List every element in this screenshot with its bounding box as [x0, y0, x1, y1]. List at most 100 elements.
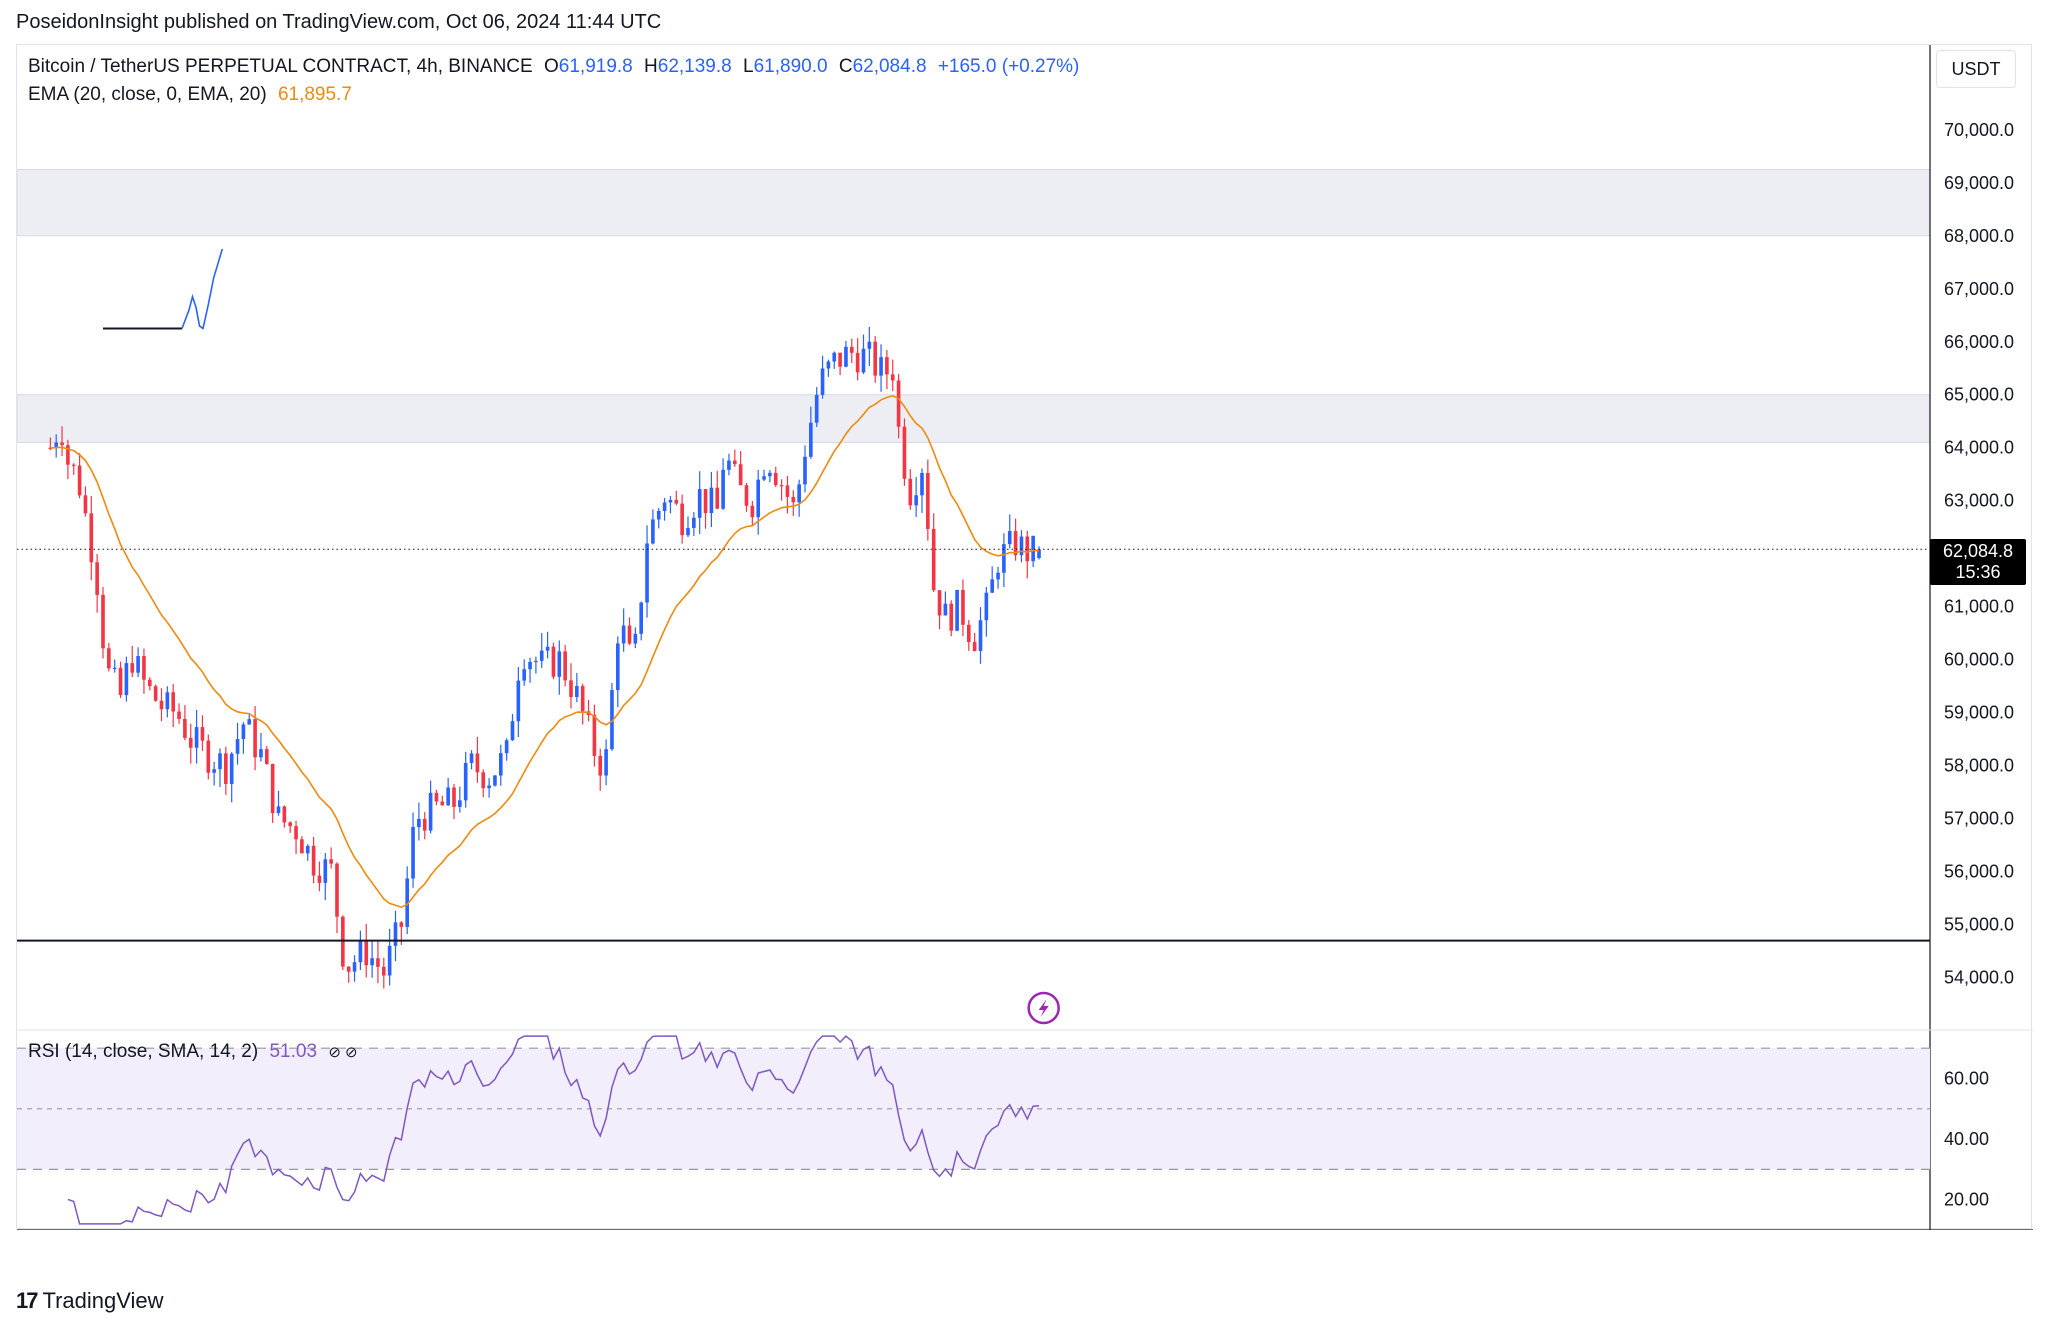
- rsi-value: 51.03: [269, 1041, 318, 1062]
- candle-body: [422, 818, 427, 831]
- candle-body: [1007, 531, 1012, 545]
- candle-body: [744, 485, 749, 506]
- price-tick-label: 55,000.0: [1944, 915, 2014, 935]
- candle-body: [615, 643, 620, 691]
- chart-svg[interactable]: 70,000.0 69,000.0 68,000.0 67,000.0 66,000.0…: [17, 45, 2033, 1230]
- candle-body: [627, 625, 632, 644]
- candle-body: [458, 800, 462, 807]
- candle-body: [791, 496, 796, 503]
- rsi-line: [67, 1035, 1040, 1225]
- candle-body: [428, 792, 433, 831]
- legend-open-key: O: [544, 56, 559, 77]
- candle-body: [890, 374, 895, 381]
- candle-body: [1002, 544, 1006, 573]
- candle-body: [779, 485, 784, 487]
- chart-frame[interactable]: 70,000.0 69,000.0 68,000.0 67,000.0 66,000.0…: [16, 44, 2033, 1230]
- candle-body: [60, 442, 64, 446]
- candle-body: [984, 592, 989, 621]
- candle-body: [674, 499, 679, 504]
- candle-body: [493, 775, 497, 786]
- candle-body: [516, 680, 521, 722]
- price-tick-label: 58,000.0: [1944, 756, 2014, 776]
- candle-body: [218, 753, 222, 770]
- legend-symbol[interactable]: Bitcoin / TetherUS PERPETUAL CONTRACT, 4…: [28, 56, 533, 77]
- candle-body: [200, 727, 205, 741]
- price-tick-label: 64,000.0: [1944, 438, 2014, 458]
- candle-body: [153, 686, 158, 701]
- candle-body: [381, 966, 386, 976]
- candle-body: [896, 380, 901, 427]
- candle-body: [376, 958, 380, 967]
- rsi-tick-label: 20.00: [1944, 1190, 1989, 1210]
- candle-body: [370, 958, 374, 966]
- candle-body: [920, 472, 924, 496]
- candle-body: [756, 479, 761, 518]
- price-tick-label: 68,000.0: [1944, 226, 2014, 246]
- candle-body: [686, 527, 690, 536]
- candle-body: [861, 348, 866, 373]
- candle-body: [680, 503, 684, 536]
- candle-body: [206, 740, 211, 773]
- candle-body: [224, 753, 228, 784]
- price-tick-label: 66,000.0: [1944, 332, 2014, 352]
- candle-body: [820, 368, 825, 395]
- candle-body: [83, 495, 88, 514]
- candle-body: [417, 818, 421, 828]
- legend-ema[interactable]: EMA (20, close, 0, EMA, 20) 61,895.7: [28, 84, 358, 106]
- candle-body: [411, 827, 415, 879]
- candle-body: [504, 740, 509, 754]
- candle-body: [522, 669, 527, 681]
- candle-body: [130, 663, 135, 673]
- candle-body: [323, 859, 328, 883]
- candle-body: [66, 445, 70, 465]
- candle-body: [879, 357, 883, 376]
- ema-label: EMA (20, close, 0, EMA, 20): [28, 84, 267, 105]
- candle-body: [943, 603, 948, 616]
- tradingview-logo-icon: 17: [16, 1288, 39, 1313]
- candle-body: [926, 472, 930, 529]
- candle-body: [452, 787, 456, 807]
- ema-value: 61,895.7: [277, 84, 352, 105]
- candle-body: [692, 517, 696, 528]
- legend-ohlc: Bitcoin / TetherUS PERPETUAL CONTRACT, 4…: [28, 56, 1085, 78]
- legend-rsi[interactable]: RSI (14, close, SMA, 14, 2) 51.03 ⊘ ⊘: [28, 1041, 364, 1063]
- candle-body: [159, 700, 164, 710]
- candle-body: [814, 394, 819, 423]
- candle-body: [580, 686, 585, 712]
- price-tick-label: 69,000.0: [1944, 173, 2014, 193]
- candle-body: [809, 422, 813, 457]
- tradingview-brand: TradingView: [42, 1288, 164, 1313]
- candle-body: [276, 806, 281, 813]
- candle-body: [434, 792, 439, 802]
- candle-body: [188, 737, 193, 748]
- candle-body: [557, 651, 562, 677]
- price-tick-label: 65,000.0: [1944, 385, 2014, 405]
- candle-body: [101, 594, 105, 649]
- candle-body: [270, 764, 275, 813]
- candle-body: [937, 590, 942, 616]
- candle-body: [300, 839, 304, 854]
- legend-high: 62,139.8: [657, 56, 732, 77]
- candle-body: [183, 718, 187, 738]
- candle-body: [575, 686, 579, 698]
- candle-body: [610, 690, 614, 750]
- candle-body: [662, 502, 667, 511]
- rsi-visibility-icons[interactable]: ⊘ ⊘: [328, 1044, 358, 1061]
- legend-low-key: L: [743, 56, 754, 77]
- price-tick-label: 59,000.0: [1944, 703, 2014, 723]
- candle-body: [908, 478, 913, 506]
- candle-body: [598, 755, 603, 776]
- currency-selector[interactable]: USDT: [1936, 50, 2016, 88]
- candle-body: [311, 845, 316, 876]
- candle-body: [264, 749, 269, 765]
- candle-body: [463, 762, 468, 801]
- price-tick-label: 63,000.0: [1944, 491, 2014, 511]
- legend-close: 62,084.8: [852, 56, 927, 77]
- candle-body: [165, 692, 170, 710]
- candle-body: [1025, 536, 1030, 562]
- price-tick-label: 67,000.0: [1944, 279, 2014, 299]
- price-tick-label: 54,000.0: [1944, 968, 2014, 988]
- legend-close-key: C: [838, 56, 853, 77]
- tradingview-logo[interactable]: 17 TradingView: [16, 1288, 164, 1314]
- rsi-pane: 60.00 40.00 20.00: [17, 1035, 1989, 1225]
